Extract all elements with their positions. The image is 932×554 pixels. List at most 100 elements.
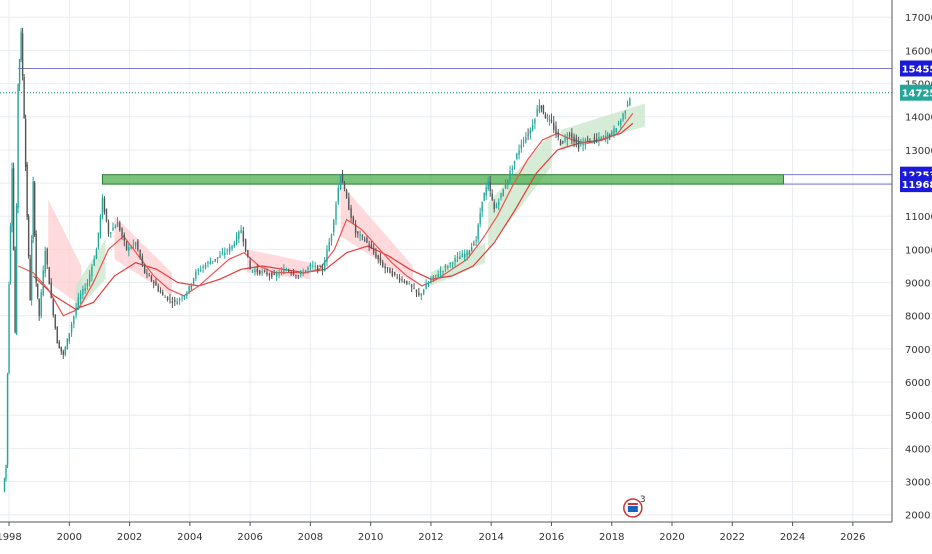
price-candle: [62, 351, 64, 355]
price-candle: [204, 264, 207, 269]
price-candle: [326, 249, 328, 262]
price-candle: [290, 272, 292, 274]
price-candle: [197, 269, 199, 272]
events-badge-flag: [627, 506, 638, 512]
price-candle: [202, 266, 204, 269]
price-candle: [42, 270, 44, 296]
price-candle: [366, 237, 368, 243]
y-tick-label: 16000: [905, 46, 932, 57]
price-candle: [251, 270, 254, 271]
cloud-area: [114, 216, 172, 296]
price-candle: [430, 278, 432, 283]
price-candle: [93, 259, 95, 266]
price-candle: [473, 244, 475, 246]
price-candle: [536, 109, 538, 117]
x-tick-label: 2022: [720, 532, 745, 543]
price-candle: [379, 257, 382, 264]
price-candle: [132, 243, 135, 245]
price-candle: [56, 326, 58, 344]
price-candle: [468, 250, 471, 255]
price-candle: [571, 132, 573, 139]
price-candle: [507, 179, 509, 185]
price-candle: [231, 245, 233, 249]
price-candle: [20, 31, 22, 61]
price-candle: [384, 266, 386, 269]
price-candle: [295, 274, 297, 276]
price-candle: [114, 226, 116, 229]
price-candle: [566, 137, 568, 141]
price-candle: [240, 229, 242, 234]
price-candle: [105, 208, 108, 222]
price-candle: [546, 117, 549, 119]
price-candle: [6, 374, 9, 465]
price-label: 14725: [902, 89, 932, 100]
price-candle: [192, 278, 195, 285]
price-candle: [589, 138, 591, 140]
price-candle: [321, 267, 324, 271]
price-candle: [516, 153, 518, 159]
price-candle: [141, 256, 144, 265]
price-candle: [166, 296, 169, 301]
price-candle: [219, 255, 221, 258]
x-tick-label: 2026: [840, 532, 865, 543]
price-candle: [319, 266, 321, 267]
y-tick-label: 8000: [905, 312, 930, 323]
price-candle: [226, 250, 228, 252]
price-candle: [29, 258, 31, 301]
price-candle: [314, 265, 316, 268]
price-candle: [309, 264, 312, 268]
price-candle: [54, 315, 56, 329]
price-candle: [403, 280, 406, 283]
price-candle: [363, 239, 366, 241]
price-candle: [82, 288, 84, 295]
price-candle: [27, 216, 30, 257]
x-tick-label: 2014: [478, 532, 503, 543]
price-candle: [500, 193, 502, 198]
price-candle: [330, 234, 333, 241]
price-candle: [357, 231, 359, 234]
y-tick-label: 5000: [905, 411, 930, 422]
price-candle: [275, 273, 278, 277]
price-candle: [352, 216, 355, 223]
y-tick-label: 7000: [905, 345, 930, 356]
price-candle: [435, 274, 437, 276]
price-candle: [181, 297, 183, 299]
x-tick-label: 1998: [0, 532, 22, 543]
price-candle: [278, 274, 280, 275]
price-candle: [339, 174, 342, 190]
price-candle: [134, 242, 137, 246]
price-candle: [123, 234, 126, 241]
price-candle: [5, 464, 7, 479]
price-candle: [598, 136, 600, 140]
price-candle: [128, 246, 130, 251]
price-candle: [361, 235, 364, 237]
price-candle: [88, 274, 91, 283]
price-candle: [333, 220, 335, 233]
price-candle: [542, 105, 545, 114]
y-tick-label: 14000: [905, 113, 932, 124]
price-candle: [44, 250, 46, 274]
price-candle: [157, 286, 159, 291]
price-candle: [487, 181, 489, 190]
price-candle: [396, 276, 398, 278]
price-candle: [420, 293, 422, 296]
y-tick-label: 13000: [905, 146, 932, 157]
price-candle: [531, 125, 534, 130]
price-candle: [183, 295, 186, 299]
price-candle: [415, 289, 418, 293]
price-candle: [256, 268, 259, 273]
price-candle: [73, 316, 75, 324]
price-candle: [32, 181, 34, 240]
price-candle: [148, 275, 150, 277]
price-candle: [26, 164, 28, 218]
price-candle: [602, 135, 605, 138]
price-candle: [91, 266, 93, 277]
price-candle: [68, 333, 71, 342]
price-candle: [454, 258, 456, 262]
x-tick-label: 2024: [780, 532, 805, 543]
y-tick-label: 10000: [905, 245, 932, 256]
price-candle: [70, 324, 73, 333]
events-badge[interactable]: 3: [623, 495, 646, 518]
price-candle: [152, 281, 155, 284]
